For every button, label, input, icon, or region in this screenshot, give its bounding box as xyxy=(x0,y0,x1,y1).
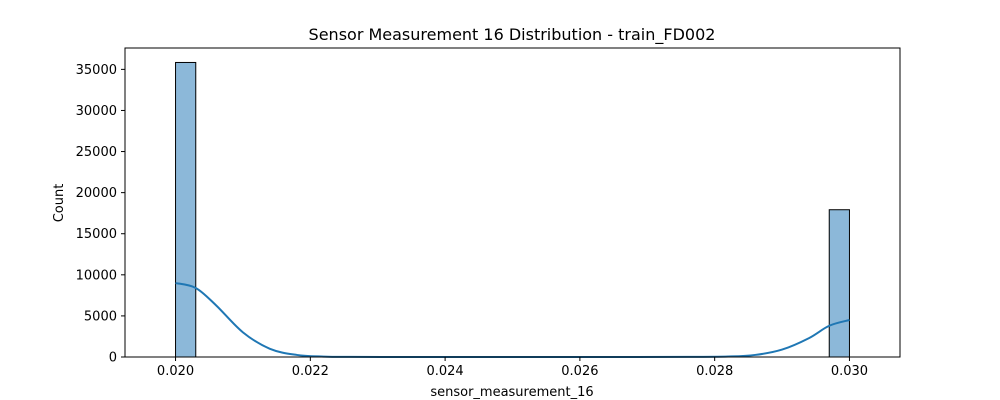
y-tick-label: 5000 xyxy=(84,309,117,324)
y-tick-label: 35000 xyxy=(76,63,117,78)
plot-frame xyxy=(124,47,901,358)
kde-curve xyxy=(175,282,850,359)
y-tick-label: 10000 xyxy=(76,268,117,283)
x-axis: 0.020 0.022 0.024 0.026 0.028 0.030 xyxy=(157,357,868,379)
y-tick-label: 15000 xyxy=(76,227,117,242)
histogram-bar-2 xyxy=(828,209,850,358)
y-tick-label: 20000 xyxy=(76,186,117,201)
y-tick-label: 30000 xyxy=(76,104,117,119)
x-tick-label: 0.028 xyxy=(696,364,733,379)
y-tick-label: 25000 xyxy=(76,145,117,160)
bars-group xyxy=(175,61,850,358)
x-axis-label: sensor_measurement_16 xyxy=(430,385,593,400)
histogram-bar-1 xyxy=(175,61,197,358)
y-axis: 0 5000 10000 15000 20000 25000 30000 35000 xyxy=(76,63,125,366)
x-tick-label: 0.030 xyxy=(831,364,868,379)
x-tick-label: 0.024 xyxy=(426,364,463,379)
y-tick-label: 0 xyxy=(109,351,117,366)
y-axis-label: Count xyxy=(52,184,67,223)
x-tick-label: 0.020 xyxy=(157,364,194,379)
x-tick-label: 0.026 xyxy=(561,364,598,379)
x-tick-label: 0.022 xyxy=(292,364,329,379)
chart-title: Sensor Measurement 16 Distribution - tra… xyxy=(309,25,716,45)
